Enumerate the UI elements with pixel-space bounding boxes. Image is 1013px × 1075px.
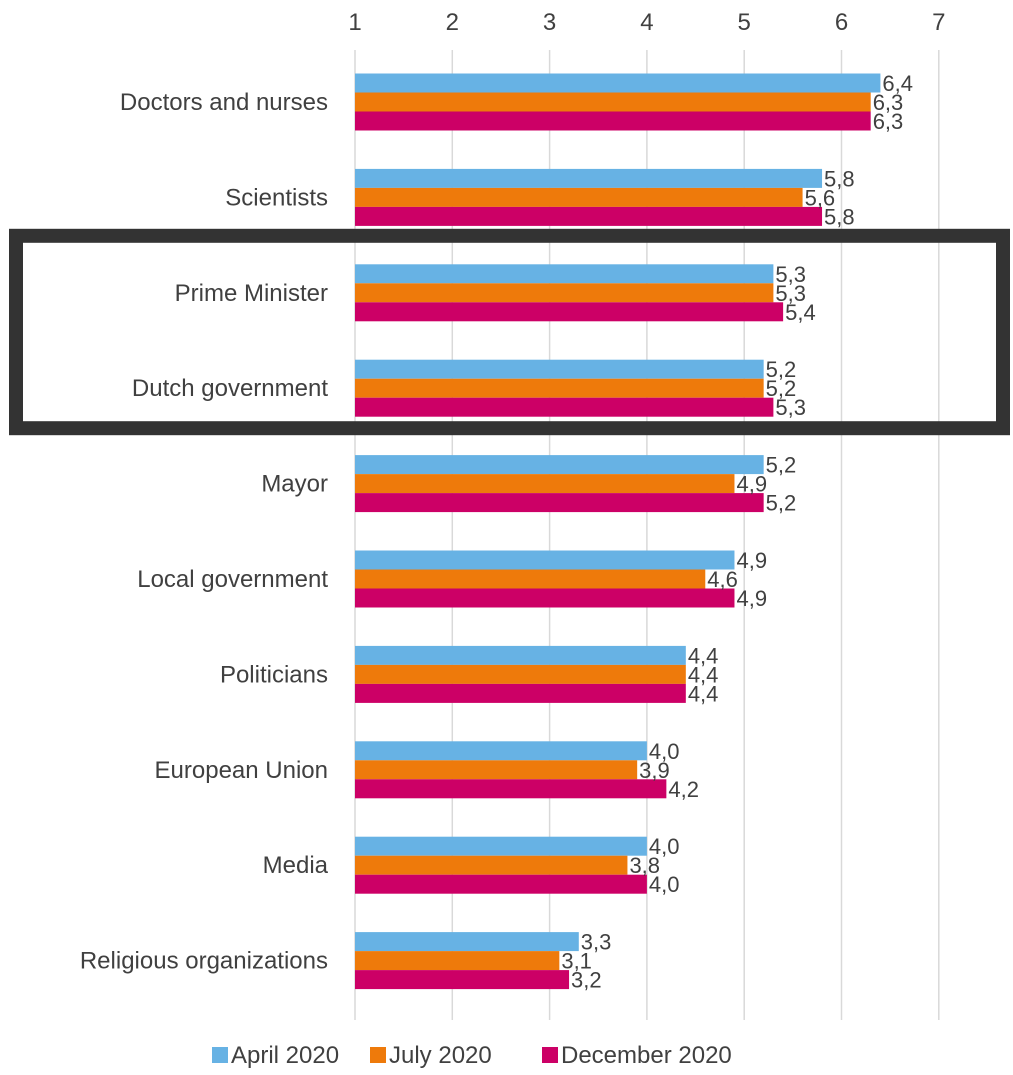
data-label-july-2020: 5,6 [805,185,836,210]
data-label-july-2020: 4,9 [736,472,767,497]
data-labels: 6,46,36,35,85,65,85,35,35,45,25,25,35,24… [561,71,913,993]
category-label: Scientists [225,184,328,211]
data-label-december-2020: 4,2 [668,777,699,802]
data-label-april-2020: 3,3 [581,930,612,955]
x-axis-ticks: 1 2 3 4 5 6 7 [348,9,945,36]
x-tick-label: 4 [640,9,653,36]
legend-swatch-december-2020 [542,1047,558,1063]
data-label-december-2020: 4,9 [736,586,767,611]
bar-april-2020-doctors-and-nurses [355,73,881,93]
category-label: Politicians [220,661,328,688]
bar-december-2020-european-union [355,779,667,799]
bar-july-2020-religious-organizations [355,951,560,971]
data-label-july-2020: 3,1 [561,949,592,974]
data-label-december-2020: 5,8 [824,204,855,229]
data-label-july-2020: 5,2 [766,376,797,401]
legend: April 2020 July 2020 December 2020 [212,1042,732,1069]
category-label: Dutch government [132,375,328,402]
data-label-december-2020: 5,4 [785,300,816,325]
bars [355,73,881,990]
bar-july-2020-european-union [355,760,638,780]
bar-july-2020-mayor [355,474,735,494]
data-label-april-2020: 4,0 [649,834,680,859]
data-label-december-2020: 3,2 [571,968,602,993]
category-label: Mayor [261,471,328,498]
data-label-july-2020: 3,9 [639,758,670,783]
x-tick-label: 2 [446,9,459,36]
x-tick-label: 5 [738,9,751,36]
category-labels: Doctors and nurses Scientists Prime Minist… [80,89,329,975]
x-tick-label: 3 [543,9,556,36]
bar-april-2020-mayor [355,455,764,475]
data-label-april-2020: 4,9 [736,548,767,573]
data-label-december-2020: 4,4 [688,681,719,706]
data-label-december-2020: 5,2 [766,491,797,516]
bar-april-2020-prime-minister [355,264,774,284]
data-label-april-2020: 5,2 [766,453,797,478]
legend-label: July 2020 [389,1042,492,1069]
x-tick-label: 7 [932,9,945,36]
bar-july-2020-prime-minister [355,283,774,303]
bar-december-2020-politicians [355,683,686,703]
x-tick-label: 1 [348,9,361,36]
data-label-july-2020: 4,6 [707,567,738,592]
x-tick-label: 6 [835,9,848,36]
data-label-july-2020: 5,3 [775,281,806,306]
bar-april-2020-politicians [355,645,686,665]
legend-swatch-july-2020 [370,1047,386,1063]
category-label: Prime Minister [175,280,328,307]
bar-december-2020-media [355,874,647,894]
bar-december-2020-doctors-and-nurses [355,111,871,131]
bar-april-2020-religious-organizations [355,932,579,952]
data-label-april-2020: 5,2 [766,357,797,382]
category-label: Media [263,852,329,879]
bar-july-2020-scientists [355,187,803,207]
bar-july-2020-dutch-government [355,378,764,398]
legend-label: December 2020 [561,1042,732,1069]
legend-label: April 2020 [231,1042,339,1069]
data-label-december-2020: 4,0 [649,872,680,897]
category-label: Local government [137,566,328,593]
bar-december-2020-dutch-government [355,397,774,417]
bar-december-2020-prime-minister [355,302,784,322]
bar-april-2020-dutch-government [355,359,764,379]
data-label-april-2020: 5,8 [824,166,855,191]
bar-april-2020-media [355,836,647,856]
highlight-frame-border [9,228,1010,436]
bar-april-2020-local-government [355,550,735,570]
data-label-april-2020: 5,3 [775,262,806,287]
data-label-april-2020: 6,4 [882,71,913,96]
bar-july-2020-media [355,855,628,875]
category-label: European Union [155,757,328,784]
data-label-december-2020: 5,3 [775,395,806,420]
data-label-july-2020: 3,8 [629,853,660,878]
data-label-april-2020: 4,0 [649,739,680,764]
bar-july-2020-doctors-and-nurses [355,92,871,112]
bar-april-2020-european-union [355,741,647,761]
highlight-frame [9,228,1010,436]
bar-december-2020-mayor [355,493,764,513]
bar-december-2020-religious-organizations [355,970,570,990]
bar-july-2020-politicians [355,664,686,684]
bar-december-2020-local-government [355,588,735,608]
bar-april-2020-scientists [355,168,823,188]
legend-swatch-april-2020 [212,1047,228,1063]
data-label-december-2020: 6,3 [873,109,904,134]
category-label: Doctors and nurses [120,89,328,116]
data-label-july-2020: 4,4 [688,662,719,687]
category-label: Religious organizations [80,948,328,975]
bar-july-2020-local-government [355,569,706,589]
data-label-april-2020: 4,4 [688,643,719,668]
data-label-july-2020: 6,3 [873,90,904,115]
bar-december-2020-scientists [355,206,823,226]
